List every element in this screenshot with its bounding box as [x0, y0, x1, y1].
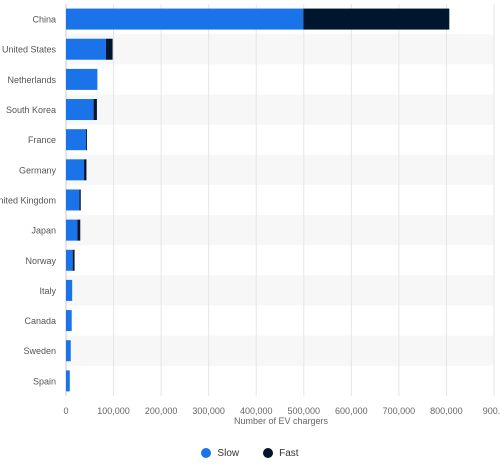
category-label: Netherlands — [7, 75, 56, 85]
x-tick-label: 900... — [483, 406, 500, 416]
x-tick-label: 500,000 — [288, 406, 321, 416]
row-band — [66, 34, 494, 65]
category-label: China — [32, 15, 56, 25]
bar-china-slow[interactable] — [66, 8, 304, 30]
bar-netherlands-slow[interactable] — [66, 68, 98, 90]
x-tick-label: 300,000 — [192, 406, 225, 416]
bar-spain-slow[interactable] — [66, 370, 70, 392]
bar-south-korea-slow[interactable] — [66, 99, 94, 121]
bar-norway-slow[interactable] — [66, 249, 73, 271]
category-label: United Kingdom — [0, 195, 56, 205]
bar-france-fast[interactable] — [85, 129, 87, 151]
legend-item-fast[interactable]: Fast — [263, 444, 299, 462]
x-tick-label: 700,000 — [383, 406, 416, 416]
category-label: Germany — [19, 165, 57, 175]
category-label: United States — [2, 45, 57, 55]
row-band — [66, 94, 494, 125]
bar-japan-slow[interactable] — [66, 219, 78, 241]
row-band — [66, 215, 494, 246]
x-tick-label: 100,000 — [97, 406, 130, 416]
category-label: South Korea — [6, 105, 56, 115]
bar-united-states-slow[interactable] — [66, 38, 106, 60]
legend-dot-fast — [263, 448, 274, 458]
bar-france-slow[interactable] — [66, 129, 86, 151]
row-band — [66, 154, 494, 185]
bar-italy-slow[interactable] — [66, 279, 73, 301]
category-label: Norway — [25, 256, 56, 266]
bar-united-kingdom-slow[interactable] — [66, 189, 80, 211]
category-label: Sweden — [23, 346, 56, 356]
category-label: France — [28, 135, 56, 145]
legend-label-slow: Slow — [217, 447, 240, 459]
bar-sweden-slow[interactable] — [66, 340, 71, 362]
category-label: Canada — [24, 316, 56, 326]
row-band — [66, 335, 494, 366]
row-band — [66, 275, 494, 306]
bar-norway-fast[interactable] — [72, 249, 75, 271]
bar-japan-fast[interactable] — [77, 219, 81, 241]
bar-germany-fast[interactable] — [84, 159, 87, 181]
category-label: Japan — [31, 226, 56, 236]
x-tick-label: 200,000 — [145, 406, 178, 416]
x-tick-label: 400,000 — [240, 406, 273, 416]
bar-germany-slow[interactable] — [66, 159, 85, 181]
x-tick-label: 600,000 — [335, 406, 368, 416]
legend-dot-slow — [201, 448, 212, 458]
legend-label-fast: Fast — [279, 447, 299, 459]
bar-china-fast[interactable] — [303, 8, 450, 30]
x-axis-title: Number of EV chargers — [234, 416, 329, 426]
category-label: Spain — [33, 376, 56, 386]
bar-south-korea-fast[interactable] — [93, 99, 97, 121]
bar-canada-slow[interactable] — [66, 310, 72, 332]
legend: Slow Fast — [0, 444, 500, 462]
category-label: Italy — [39, 286, 56, 296]
bar-united-states-fast[interactable] — [105, 38, 113, 60]
bar-united-kingdom-fast[interactable] — [79, 189, 81, 211]
legend-item-slow[interactable]: Slow — [201, 444, 239, 462]
x-tick-label: 800,000 — [430, 406, 463, 416]
x-tick-label: 0 — [63, 406, 68, 416]
